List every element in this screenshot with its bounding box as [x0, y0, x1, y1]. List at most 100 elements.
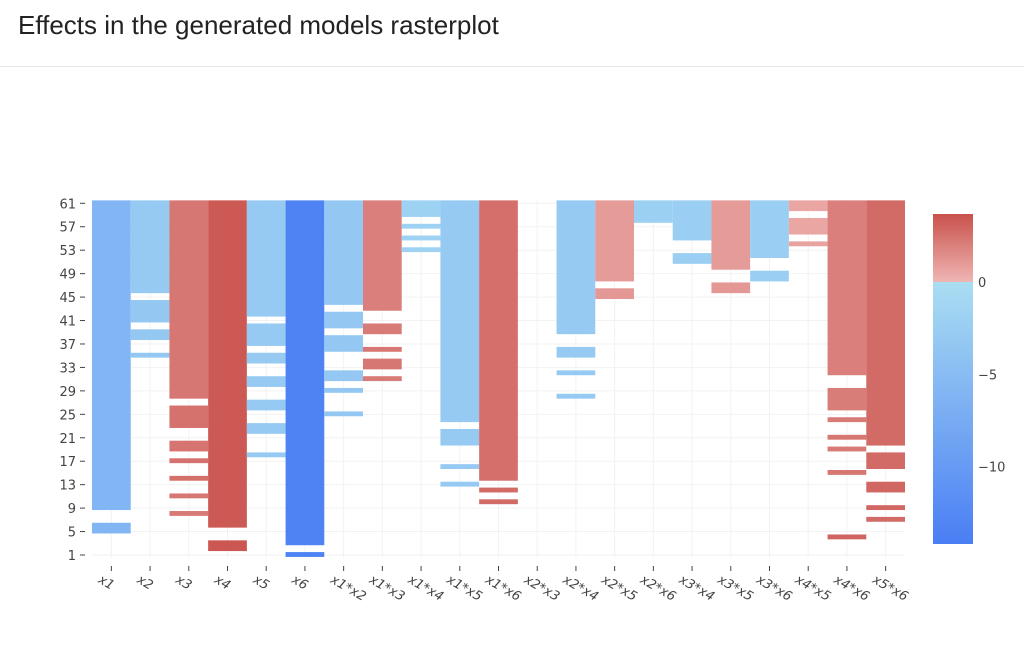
heatmap-cell-x2*x4	[556, 200, 596, 335]
heatmap-cell-x3*x5	[711, 282, 751, 294]
heatmap-cell-x5	[246, 452, 286, 458]
heatmap-cell-x4*x6	[827, 200, 867, 376]
heatmap-cell-x1*x3	[363, 200, 402, 311]
heatmap-cell-x3*x4	[672, 200, 712, 241]
x-tick-label: x3	[172, 572, 194, 593]
heatmap-cell-x4*x5	[788, 217, 828, 235]
y-tick-label: 17	[59, 455, 76, 470]
heatmap-cell-x3	[169, 475, 209, 481]
heatmap-cell-x1*x5	[440, 200, 480, 423]
heatmap-cell-x1*x3	[363, 346, 402, 352]
heatmap-cell-x4	[208, 540, 247, 552]
heatmap-cell-x1*x3	[363, 323, 402, 335]
colorbar: 0 −5 −10	[933, 214, 1005, 544]
heatmap-cell-x2	[130, 300, 170, 323]
heatmap-cell-x2	[130, 200, 170, 294]
heatmap-cell-x1*x3	[363, 358, 402, 370]
heatmap-cell-x2*x5	[595, 288, 634, 300]
x-tick-label: x5	[249, 572, 271, 593]
x-tick-label: x1*x3	[365, 572, 407, 605]
heatmap-cell-x1*x2	[324, 411, 363, 417]
heatmap-cell-x5*x6	[866, 505, 905, 511]
y-tick-label: 13	[59, 479, 76, 494]
heatmap-cell-x3	[169, 493, 209, 499]
heatmap-cell-x4*x6	[827, 387, 867, 411]
heatmap-cell-x6	[285, 200, 325, 546]
heatmap-cell-x4*x5	[788, 200, 828, 212]
colorbar-tick-label: −10	[978, 461, 1005, 476]
heatmap-cell-x1*x6	[479, 200, 518, 481]
y-tick-label: 29	[59, 385, 76, 400]
heatmap-cell-x3*x6	[750, 270, 789, 282]
header: Effects in the generated models rasterpl…	[0, 0, 1024, 67]
colorbar-gradient	[933, 214, 973, 544]
heatmap-cell-x1*x2	[324, 387, 363, 393]
colorbar-tick-label: 0	[978, 276, 986, 291]
x-tick-label: x4	[211, 572, 233, 593]
heatmap-cell-x1*x6	[479, 499, 518, 505]
y-axis: 1 5 9 13 17 21 25 29 33 37 41 45 49 53 57 61	[59, 197, 85, 564]
heatmap-cell-x2	[130, 329, 170, 341]
x-tick-label: x1*x2	[327, 572, 369, 605]
x-tick-label: x2*x4	[559, 572, 601, 605]
heatmap-cell-x3	[169, 405, 209, 428]
heatmap-cell-x3*x5	[711, 200, 751, 270]
x-tick-label: x4*x5	[791, 572, 833, 605]
y-tick-label: 1	[68, 549, 76, 564]
y-tick-label: 45	[59, 291, 76, 306]
heatmap-cell-x4*x6	[827, 534, 867, 540]
x-tick-label: x2*x3	[520, 572, 562, 605]
heatmap-cell-x1*x4	[401, 223, 441, 229]
heatmap-cell-x1*x2	[324, 200, 363, 305]
heatmap-cell-x1*x5	[440, 464, 480, 470]
heatmap-cell-x5	[246, 352, 286, 364]
colorbar-tick-label: −5	[978, 368, 997, 383]
x-tick-label: x4*x6	[830, 572, 872, 605]
heatmap-cell-x5*x6	[866, 516, 905, 522]
y-tick-label: 5	[68, 526, 76, 541]
x-tick-label: x2*x6	[636, 572, 678, 605]
heatmap-cell-x5	[246, 200, 286, 317]
x-tick-label: x1*x6	[482, 572, 524, 605]
heatmap-cell-x1	[92, 200, 131, 511]
x-axis: x1 x2 x3 x4 x5 x6 x1*x2x1*x3x1*x4x1*x5x1*x6x2*…	[94, 566, 910, 605]
x-tick-label: x1*x5	[443, 572, 485, 605]
heatmap-cell-x4	[208, 200, 247, 528]
y-tick-label: 21	[59, 432, 76, 447]
x-tick-label: x2	[133, 572, 155, 593]
y-tick-label: 49	[59, 268, 76, 283]
heatmap-cell-x1*x2	[324, 335, 363, 352]
heatmap-cell-x6	[285, 552, 325, 557]
heatmap-cell-x1*x6	[479, 487, 518, 493]
heatmap-cell-x4*x6	[827, 470, 867, 475]
heatmap-cell-x2*x5	[595, 200, 634, 282]
heatmap-cell-x2*x4	[556, 370, 596, 376]
heatmap-cell-x5*x6	[866, 452, 905, 470]
heatmap-cell-x3*x6	[750, 200, 789, 258]
page-title: Effects in the generated models rasterpl…	[18, 10, 499, 40]
x-tick-label: x3*x5	[714, 572, 756, 605]
y-tick-label: 61	[59, 197, 76, 212]
heatmap-cell-x3*x4	[672, 253, 712, 264]
heatmap-cell-x4*x5	[788, 241, 828, 247]
y-tick-label: 57	[59, 221, 76, 236]
x-tick-label: x6	[288, 572, 310, 593]
heatmap-cell-x4*x6	[827, 446, 867, 452]
heatmap-cell-x2	[130, 352, 170, 358]
heatmap-cell-x1	[92, 522, 131, 534]
x-tick-label: x1*x4	[404, 572, 446, 605]
x-tick-label: x1	[94, 572, 116, 593]
heatmap-cell-x4*x6	[827, 434, 867, 440]
x-tick-label: x2*x5	[598, 572, 640, 605]
y-tick-label: 33	[59, 361, 76, 376]
y-tick-label: 53	[59, 244, 76, 259]
heatmap-cell-x1*x2	[324, 370, 363, 382]
heatmap-cell-x1*x5	[440, 428, 480, 446]
x-tick-label: x3*x6	[753, 572, 795, 605]
heatmap-cell-x5	[246, 376, 286, 387]
heatmap-cell-x1*x3	[363, 376, 402, 382]
y-tick-label: 37	[59, 338, 76, 353]
y-tick-label: 25	[59, 408, 76, 423]
heatmap-cell-x4*x6	[827, 417, 867, 423]
